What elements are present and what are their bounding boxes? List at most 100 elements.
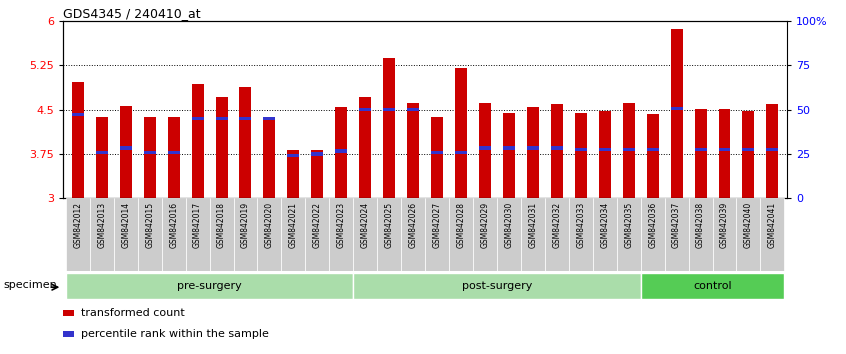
Text: GSM842033: GSM842033	[576, 202, 585, 248]
FancyBboxPatch shape	[233, 198, 257, 271]
Text: GSM842016: GSM842016	[169, 202, 179, 248]
FancyBboxPatch shape	[66, 198, 90, 271]
Text: GSM842020: GSM842020	[265, 202, 274, 248]
Text: GSM842039: GSM842039	[720, 202, 729, 248]
Text: GSM842026: GSM842026	[409, 202, 418, 248]
Bar	[120, 105, 132, 198]
FancyBboxPatch shape	[473, 198, 497, 271]
Bar	[695, 148, 706, 152]
Bar	[335, 149, 347, 153]
FancyBboxPatch shape	[162, 198, 185, 271]
FancyBboxPatch shape	[449, 198, 473, 271]
Bar	[431, 151, 443, 154]
Bar	[168, 118, 179, 198]
Bar	[671, 29, 683, 198]
Text: post-surgery: post-surgery	[462, 281, 532, 291]
Bar	[216, 117, 228, 120]
Text: GSM842035: GSM842035	[624, 202, 633, 248]
Text: specimen: specimen	[3, 280, 58, 290]
Bar	[431, 117, 443, 198]
Text: GSM842014: GSM842014	[121, 202, 130, 248]
Bar	[311, 150, 323, 198]
Text: GSM842027: GSM842027	[432, 202, 442, 248]
FancyBboxPatch shape	[354, 198, 377, 271]
FancyBboxPatch shape	[593, 198, 617, 271]
FancyBboxPatch shape	[545, 198, 569, 271]
FancyBboxPatch shape	[665, 198, 689, 271]
Text: GSM842021: GSM842021	[288, 202, 298, 248]
FancyBboxPatch shape	[113, 198, 138, 271]
Bar	[551, 104, 563, 198]
Bar	[120, 147, 132, 150]
Bar	[574, 148, 587, 152]
Bar	[574, 113, 587, 198]
FancyBboxPatch shape	[712, 198, 737, 271]
Bar	[72, 113, 84, 116]
Bar	[671, 107, 683, 110]
FancyBboxPatch shape	[617, 198, 640, 271]
FancyBboxPatch shape	[425, 198, 449, 271]
Bar	[718, 148, 730, 152]
Bar	[623, 148, 634, 152]
Bar	[216, 97, 228, 198]
FancyBboxPatch shape	[354, 273, 640, 299]
FancyBboxPatch shape	[185, 198, 210, 271]
FancyBboxPatch shape	[569, 198, 593, 271]
Text: GSM842041: GSM842041	[768, 202, 777, 248]
FancyBboxPatch shape	[640, 273, 784, 299]
Bar	[646, 148, 659, 152]
Bar	[288, 150, 299, 198]
Bar	[144, 118, 156, 198]
Text: GSM842030: GSM842030	[504, 202, 514, 248]
Bar	[72, 82, 84, 198]
Bar	[455, 68, 467, 198]
Bar	[96, 118, 107, 198]
Text: GSM842013: GSM842013	[97, 202, 107, 248]
Bar	[335, 107, 347, 198]
Text: GSM842019: GSM842019	[241, 202, 250, 248]
Bar	[479, 147, 491, 150]
Bar	[191, 117, 204, 120]
Bar	[288, 154, 299, 158]
Text: GSM842023: GSM842023	[337, 202, 346, 248]
Bar	[383, 58, 395, 198]
Text: control: control	[693, 281, 732, 291]
Bar	[383, 108, 395, 112]
Text: GSM842022: GSM842022	[313, 202, 321, 248]
Bar	[144, 151, 156, 154]
Text: GSM842037: GSM842037	[672, 202, 681, 248]
Bar	[63, 331, 74, 337]
FancyBboxPatch shape	[257, 198, 282, 271]
Bar	[407, 103, 419, 198]
Text: GSM842031: GSM842031	[529, 202, 537, 248]
FancyBboxPatch shape	[66, 273, 354, 299]
FancyBboxPatch shape	[761, 198, 784, 271]
Bar	[527, 107, 539, 198]
FancyBboxPatch shape	[737, 198, 761, 271]
Bar	[766, 104, 778, 198]
Bar	[168, 150, 179, 154]
Text: GSM842028: GSM842028	[457, 202, 465, 248]
FancyBboxPatch shape	[210, 198, 233, 271]
Text: GSM842018: GSM842018	[217, 202, 226, 248]
Bar	[407, 108, 419, 112]
FancyBboxPatch shape	[521, 198, 545, 271]
FancyBboxPatch shape	[689, 198, 712, 271]
FancyBboxPatch shape	[329, 198, 354, 271]
Text: GDS4345 / 240410_at: GDS4345 / 240410_at	[63, 7, 201, 20]
FancyBboxPatch shape	[282, 198, 305, 271]
FancyBboxPatch shape	[305, 198, 329, 271]
Bar	[191, 84, 204, 198]
Text: GSM842015: GSM842015	[146, 202, 154, 248]
Text: GSM842034: GSM842034	[601, 202, 609, 248]
Bar	[695, 109, 706, 198]
Bar	[551, 147, 563, 150]
FancyBboxPatch shape	[377, 198, 401, 271]
Bar	[718, 109, 730, 198]
Bar	[527, 147, 539, 150]
Bar	[503, 113, 515, 198]
Bar	[743, 148, 755, 152]
Bar	[743, 111, 755, 198]
Text: GSM842029: GSM842029	[481, 202, 490, 248]
Text: GSM842038: GSM842038	[696, 202, 705, 248]
